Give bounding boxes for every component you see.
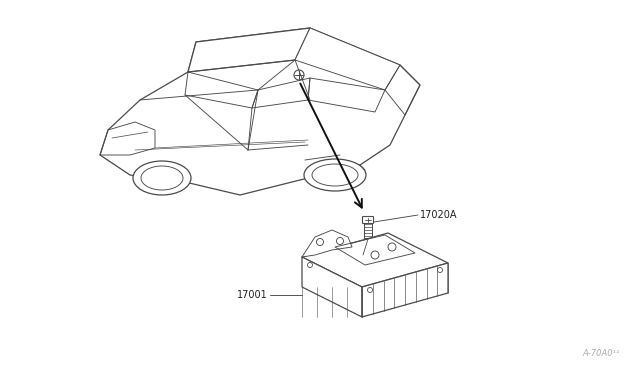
PathPatch shape <box>295 28 400 90</box>
Circle shape <box>367 288 372 292</box>
PathPatch shape <box>302 230 352 257</box>
Circle shape <box>307 263 312 267</box>
FancyBboxPatch shape <box>362 217 374 224</box>
PathPatch shape <box>100 28 420 195</box>
PathPatch shape <box>302 233 448 287</box>
Ellipse shape <box>133 161 191 195</box>
Text: 17001: 17001 <box>237 290 268 300</box>
Circle shape <box>438 267 442 273</box>
Text: A-70A0¹¹: A-70A0¹¹ <box>582 349 620 358</box>
PathPatch shape <box>188 28 310 72</box>
Text: 17020A: 17020A <box>420 210 458 220</box>
PathPatch shape <box>302 257 362 317</box>
PathPatch shape <box>362 263 448 317</box>
Ellipse shape <box>304 159 366 191</box>
PathPatch shape <box>364 223 372 238</box>
